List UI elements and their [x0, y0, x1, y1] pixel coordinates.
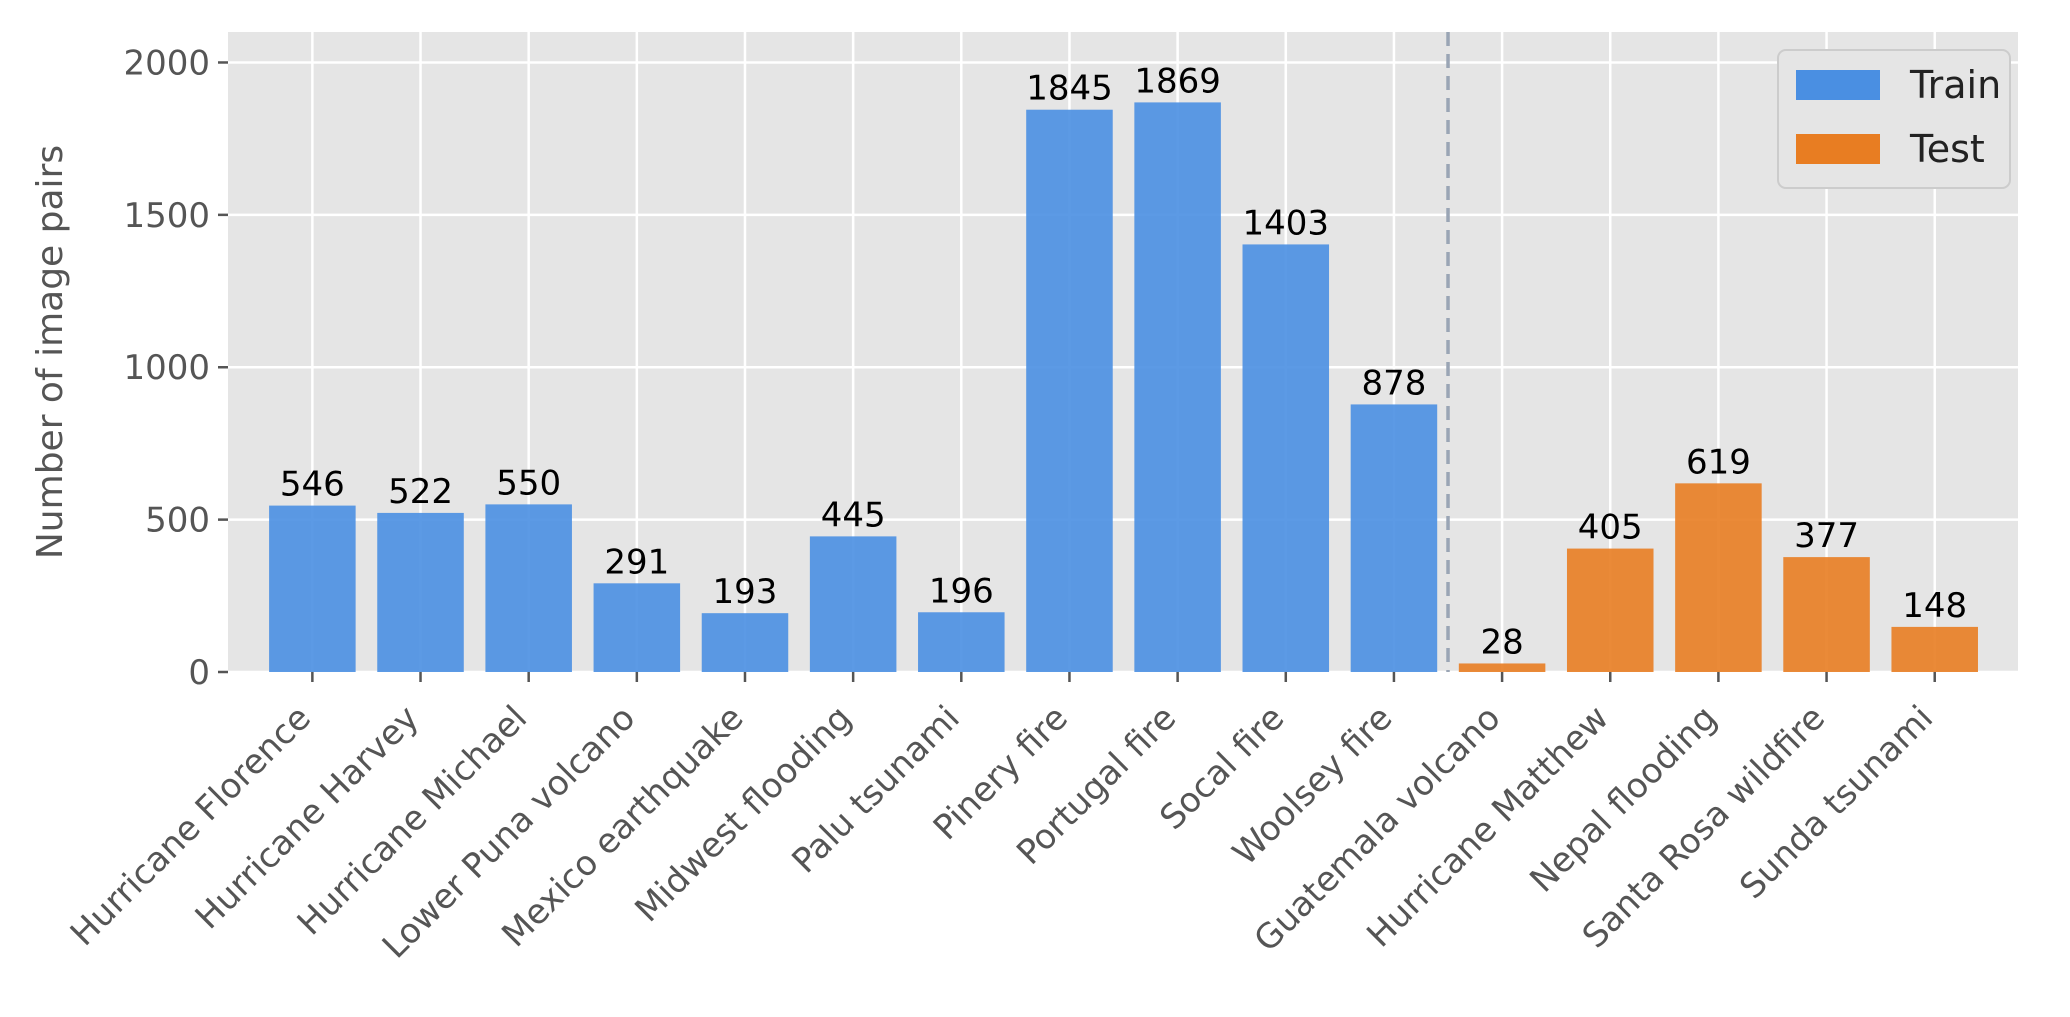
value-label-5: 445	[821, 495, 886, 535]
value-label-6: 196	[929, 571, 994, 611]
legend-label-test: Test	[1909, 127, 1985, 171]
bars	[269, 102, 1978, 672]
bar-0	[269, 505, 356, 672]
y-axis-ticks: 0 500 1000 1500 2000	[123, 43, 228, 693]
value-label-12: 405	[1578, 508, 1643, 548]
bar-5	[809, 536, 897, 672]
legend-swatch-test	[1796, 134, 1880, 164]
y-tick-label-4: 2000	[123, 43, 210, 83]
value-labels: 546 522 550 291 193 445 196 1845 1869 1403 878 28 40…	[280, 61, 1967, 662]
legend-swatch-train	[1796, 70, 1880, 100]
value-label-2: 550	[496, 463, 561, 503]
legend-label-train: Train	[1909, 63, 2001, 107]
bar-3	[593, 583, 681, 672]
value-label-11: 28	[1480, 622, 1523, 662]
value-label-10: 878	[1361, 363, 1426, 403]
x-tick-label-13: Nepal flooding	[1522, 698, 1724, 900]
bar-2	[485, 504, 572, 672]
bar-1	[377, 512, 464, 672]
bar-6	[918, 612, 1005, 672]
bar-15	[1891, 626, 1978, 672]
bar-9	[1242, 244, 1330, 672]
y-axis-title: Number of image pairs	[30, 145, 71, 559]
bar-13	[1675, 483, 1762, 672]
y-tick-label-0: 0	[188, 653, 210, 693]
bar-14	[1783, 557, 1870, 672]
value-label-14: 377	[1794, 516, 1859, 556]
y-tick-label-3: 1500	[123, 196, 210, 236]
y-tick-label-1: 500	[145, 501, 210, 541]
bar-8	[1134, 102, 1221, 672]
bar-11	[1458, 663, 1546, 672]
x-tick-label-15: Sunda tsunami	[1732, 698, 1941, 907]
bar-10	[1350, 404, 1438, 672]
bar-7	[1026, 109, 1113, 672]
legend: Train Test	[1777, 49, 2011, 189]
value-label-9: 1403	[1243, 203, 1330, 243]
value-label-0: 546	[280, 465, 345, 505]
value-label-7: 1845	[1026, 69, 1113, 109]
value-label-1: 522	[388, 472, 453, 512]
value-label-4: 193	[713, 572, 778, 612]
value-label-8: 1869	[1134, 61, 1221, 101]
bar-12	[1566, 548, 1654, 672]
value-label-13: 619	[1686, 442, 1751, 482]
value-label-15: 148	[1902, 586, 1967, 626]
y-tick-label-2: 1000	[123, 348, 210, 388]
bar-4	[701, 613, 789, 672]
value-label-3: 291	[604, 542, 669, 582]
